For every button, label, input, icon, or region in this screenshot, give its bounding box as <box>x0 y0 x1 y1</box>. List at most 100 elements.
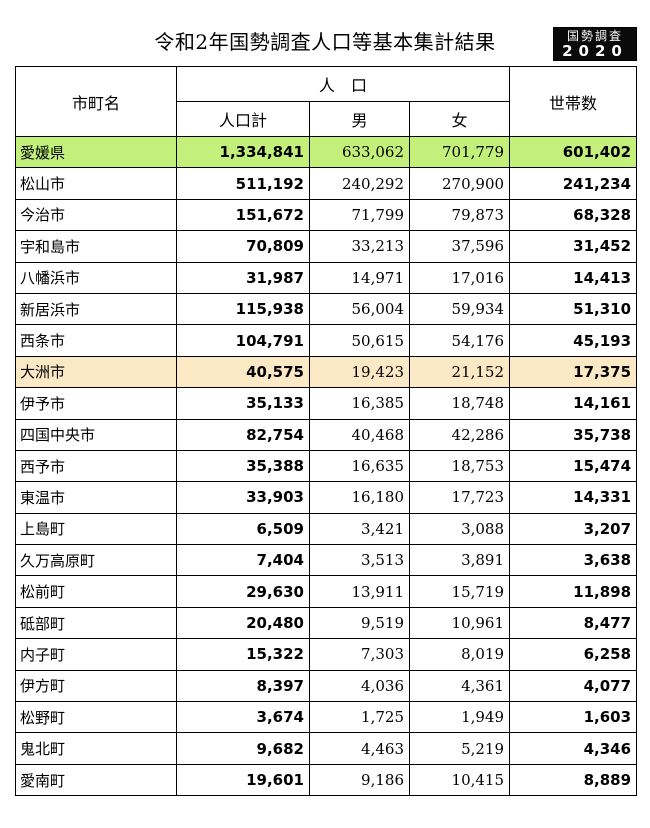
city-name-cell: 西条市 <box>15 324 177 357</box>
total-cell: 115,938 <box>176 292 310 326</box>
table-row: 東温市 33,903 16,180 17,723 14,331 <box>15 481 638 514</box>
households-cell: 45,193 <box>509 324 638 357</box>
table-row: 今治市 151,672 71,799 79,873 68,328 <box>15 198 638 232</box>
male-cell: 3,513 <box>309 544 410 577</box>
households-cell: 6,258 <box>509 638 638 671</box>
header-total: 人口計 <box>176 101 310 137</box>
male-cell: 16,385 <box>309 387 410 420</box>
male-cell: 71,799 <box>309 198 410 232</box>
male-cell: 40,468 <box>309 418 410 451</box>
male-cell: 16,635 <box>309 449 410 483</box>
households-cell: 241,234 <box>509 167 638 200</box>
population-table: 市町名 人 口 世帯数 人口計 男 女 愛媛県 1,334,841 633,062 7… <box>15 66 638 797</box>
male-cell: 14,971 <box>309 261 410 294</box>
page-title: 令和2年国勢調査人口等基本集計結果 <box>154 30 496 54</box>
female-cell: 8,019 <box>408 638 511 671</box>
households-cell: 11,898 <box>509 575 638 608</box>
table-row: 宇和島市 70,809 33,213 37,596 31,452 <box>15 230 638 263</box>
city-name-cell: 宇和島市 <box>15 230 177 263</box>
households-cell: 3,207 <box>509 512 638 546</box>
city-name-cell: 内子町 <box>15 638 177 671</box>
female-cell: 21,152 <box>408 355 511 389</box>
table-row: 四国中央市 82,754 40,468 42,286 35,738 <box>15 418 638 451</box>
households-cell: 17,375 <box>509 355 638 389</box>
header-male: 男 <box>309 101 410 137</box>
city-name-cell: 東温市 <box>15 481 177 514</box>
logo-text-top: 国勢調査 <box>566 29 623 43</box>
city-name-cell: 新居浜市 <box>15 292 177 326</box>
table-row: 伊方町 8,397 4,036 4,361 4,077 <box>15 669 638 703</box>
households-cell: 4,077 <box>509 669 638 703</box>
table-row: 八幡浜市 31,987 14,971 17,016 14,413 <box>15 261 638 294</box>
table-row: 鬼北町 9,682 4,463 5,219 4,346 <box>15 732 638 765</box>
female-cell: 3,088 <box>408 512 511 546</box>
households-cell: 8,889 <box>509 763 638 797</box>
table-row: 西予市 35,388 16,635 18,753 15,474 <box>15 449 638 483</box>
male-cell: 56,004 <box>309 292 410 326</box>
households-cell: 8,477 <box>509 606 638 640</box>
female-cell: 701,779 <box>408 135 511 169</box>
city-name-cell: 久万高原町 <box>15 544 177 577</box>
city-name-cell: 砥部町 <box>15 606 177 640</box>
female-cell: 3,891 <box>408 544 511 577</box>
female-cell: 17,723 <box>408 481 511 514</box>
table-row: 新居浜市 115,938 56,004 59,934 51,310 <box>15 292 638 326</box>
households-cell: 15,474 <box>509 449 638 483</box>
total-cell: 29,630 <box>176 575 310 608</box>
male-cell: 9,519 <box>309 606 410 640</box>
total-cell: 9,682 <box>176 732 310 765</box>
table-row: 上島町 6,509 3,421 3,088 3,207 <box>15 512 638 546</box>
table-body: 愛媛県 1,334,841 633,062 701,779 601,402 松山市 511,… <box>15 135 638 797</box>
table-row: 大洲市 40,575 19,423 21,152 17,375 <box>15 355 638 389</box>
total-cell: 70,809 <box>176 230 310 263</box>
table-row: 西条市 104,791 50,615 54,176 45,193 <box>15 324 638 357</box>
city-name-cell: 上島町 <box>15 512 177 546</box>
female-cell: 18,753 <box>408 449 511 483</box>
male-cell: 16,180 <box>309 481 410 514</box>
households-cell: 35,738 <box>509 418 638 451</box>
female-cell: 42,286 <box>408 418 511 451</box>
male-cell: 13,911 <box>309 575 410 608</box>
table-row: 伊予市 35,133 16,385 18,748 14,161 <box>15 387 638 420</box>
total-cell: 3,674 <box>176 701 310 734</box>
male-cell: 7,303 <box>309 638 410 671</box>
female-cell: 4,361 <box>408 669 511 703</box>
table-row: 久万高原町 7,404 3,513 3,891 3,638 <box>15 544 638 577</box>
table-row: 松野町 3,674 1,725 1,949 1,603 <box>15 701 638 734</box>
male-cell: 1,725 <box>309 701 410 734</box>
header-population: 人 口 <box>175 66 511 102</box>
city-name-cell: 松山市 <box>15 167 177 200</box>
male-cell: 240,292 <box>309 167 410 200</box>
total-cell: 82,754 <box>176 418 310 451</box>
male-cell: 9,186 <box>309 763 410 797</box>
households-cell: 4,346 <box>509 732 638 765</box>
table-row: 松前町 29,630 13,911 15,719 11,898 <box>15 575 638 608</box>
city-name-cell: 八幡浜市 <box>15 261 177 294</box>
total-cell: 20,480 <box>176 606 310 640</box>
households-cell: 14,413 <box>509 261 638 294</box>
total-cell: 511,192 <box>176 167 310 200</box>
male-cell: 50,615 <box>309 324 410 357</box>
female-cell: 54,176 <box>408 324 511 357</box>
households-cell: 601,402 <box>509 135 638 169</box>
female-cell: 18,748 <box>408 387 511 420</box>
male-cell: 4,463 <box>309 732 410 765</box>
table-row: 砥部町 20,480 9,519 10,961 8,477 <box>15 606 638 640</box>
total-cell: 35,133 <box>176 387 310 420</box>
male-cell: 3,421 <box>309 512 410 546</box>
total-cell: 15,322 <box>176 638 310 671</box>
city-name-cell: 愛媛県 <box>15 135 177 169</box>
table-row: 愛南町 19,601 9,186 10,415 8,889 <box>15 763 638 797</box>
logo-text-year: 2020 <box>562 42 628 60</box>
total-cell: 31,987 <box>176 261 310 294</box>
header-households: 世帯数 <box>509 66 638 137</box>
city-name-cell: 鬼北町 <box>15 732 177 765</box>
female-cell: 10,961 <box>408 606 511 640</box>
total-cell: 35,388 <box>176 449 310 483</box>
table-row: 愛媛県 1,334,841 633,062 701,779 601,402 <box>15 135 638 169</box>
total-cell: 8,397 <box>176 669 310 703</box>
city-name-cell: 四国中央市 <box>15 418 177 451</box>
city-name-cell: 愛南町 <box>15 763 177 797</box>
total-cell: 6,509 <box>176 512 310 546</box>
households-cell: 1,603 <box>509 701 638 734</box>
